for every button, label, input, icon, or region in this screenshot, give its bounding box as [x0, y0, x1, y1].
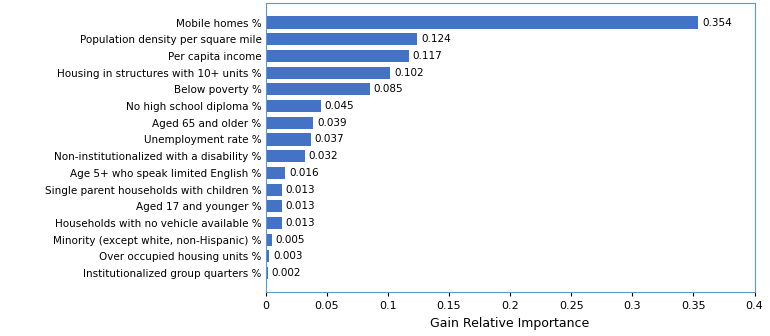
Bar [266, 250, 270, 262]
Text: 0.102: 0.102 [394, 68, 424, 78]
Text: 0.037: 0.037 [314, 134, 344, 144]
Bar [266, 200, 282, 212]
Bar [266, 167, 285, 179]
Text: 0.124: 0.124 [421, 34, 450, 44]
Text: 0.003: 0.003 [273, 251, 303, 261]
Bar [266, 267, 268, 279]
Text: 0.039: 0.039 [317, 118, 347, 128]
Text: 0.045: 0.045 [324, 101, 354, 111]
Text: 0.013: 0.013 [285, 184, 315, 195]
Bar [266, 50, 409, 62]
Bar [266, 67, 390, 79]
Bar [266, 133, 311, 145]
Bar [266, 234, 272, 246]
Bar [266, 150, 305, 162]
Text: 0.085: 0.085 [373, 84, 403, 94]
Bar [266, 183, 282, 196]
Bar [266, 117, 313, 129]
Text: 0.354: 0.354 [702, 17, 732, 28]
Bar [266, 100, 320, 112]
Text: 0.002: 0.002 [272, 268, 301, 278]
Text: 0.013: 0.013 [285, 218, 315, 228]
Bar [266, 33, 417, 45]
Text: 0.117: 0.117 [413, 51, 442, 61]
Text: 0.005: 0.005 [276, 235, 305, 245]
Bar [266, 83, 370, 95]
Bar [266, 16, 698, 29]
Text: 0.016: 0.016 [289, 168, 319, 178]
Text: 0.013: 0.013 [285, 201, 315, 211]
Text: 0.032: 0.032 [309, 151, 338, 161]
X-axis label: Gain Relative Importance: Gain Relative Importance [430, 317, 590, 330]
Bar [266, 217, 282, 229]
